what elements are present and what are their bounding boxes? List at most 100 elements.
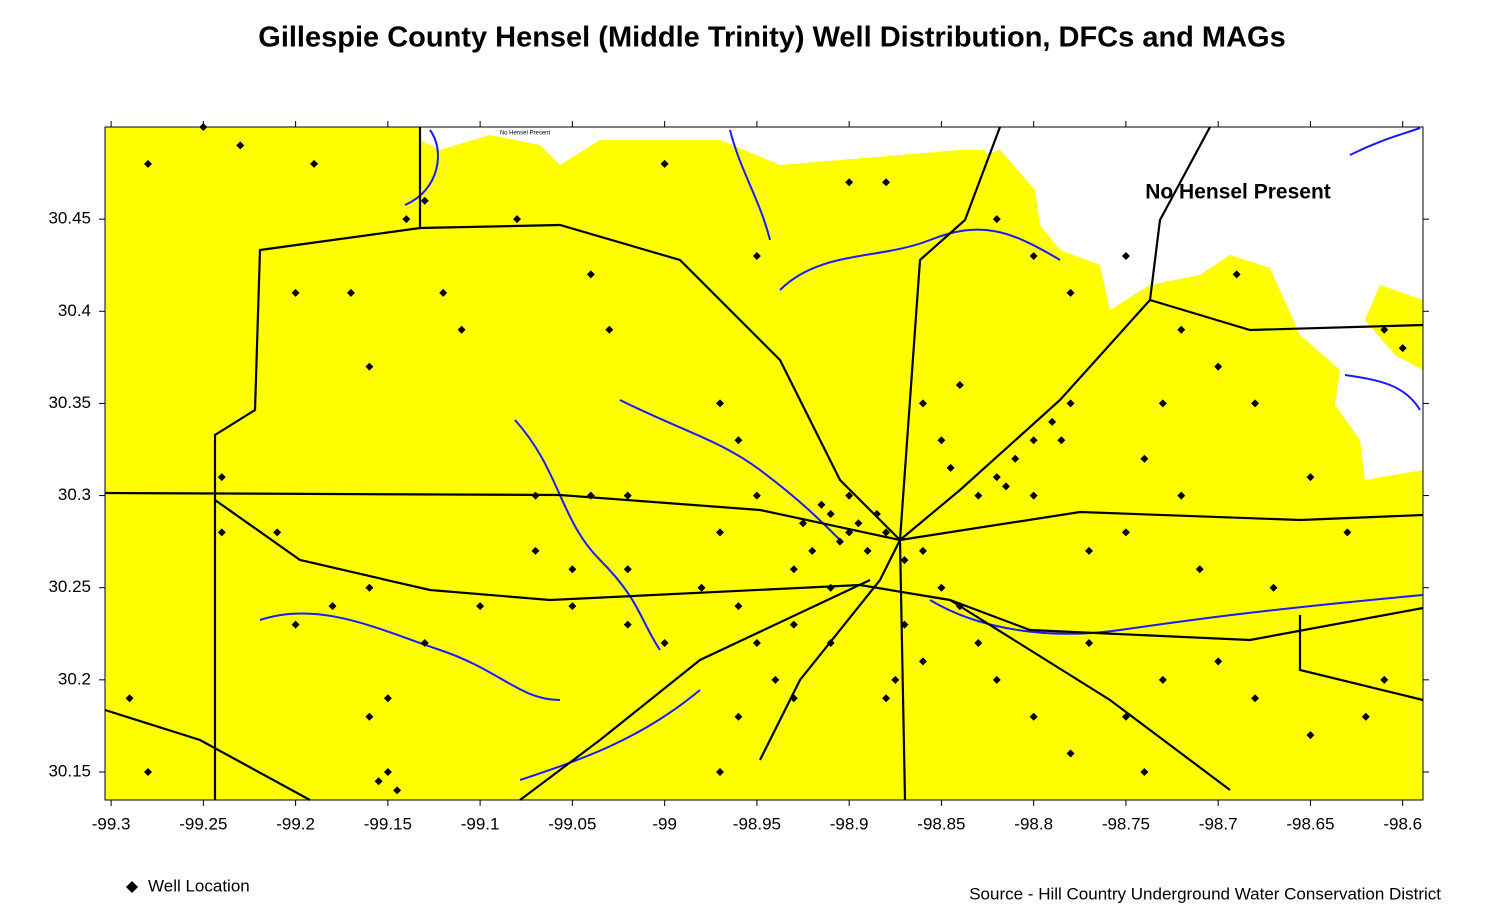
well-point (531, 491, 540, 500)
y-tick-label: 30.4 (58, 301, 91, 320)
well-point (891, 675, 900, 684)
well-point (236, 141, 245, 150)
well-point (900, 556, 909, 565)
well-point (1195, 565, 1204, 574)
well-point (697, 583, 706, 592)
well-point (882, 528, 891, 537)
well-point (402, 215, 411, 224)
well-point (863, 546, 872, 555)
well-point (1232, 270, 1241, 279)
well-point (623, 620, 632, 629)
well-point (365, 362, 374, 371)
y-tick-label: 30.2 (58, 669, 91, 688)
well-point (946, 463, 955, 472)
well-point (1380, 675, 1389, 684)
rivers (259, 127, 1424, 781)
well-point (872, 509, 881, 518)
well-point (715, 767, 724, 776)
x-tick-label: -99.15 (364, 814, 412, 833)
well-point (1140, 767, 1149, 776)
x-tick-label: -98.75 (1102, 814, 1150, 833)
well-point (1251, 694, 1260, 703)
well-point (992, 215, 1001, 224)
well-point (1269, 583, 1278, 592)
well-point (826, 509, 835, 518)
well-point (328, 602, 337, 611)
well-point (1029, 491, 1038, 500)
well-point (125, 694, 134, 703)
well-point (1001, 482, 1010, 491)
well-point (217, 473, 226, 482)
well-point (1398, 344, 1407, 353)
well-point (393, 786, 402, 795)
well-point (1066, 399, 1075, 408)
well-point (1066, 749, 1075, 758)
well-point (918, 546, 927, 555)
x-tick-label: -99.3 (92, 814, 131, 833)
well-point (826, 638, 835, 647)
well-point (1140, 454, 1149, 463)
well-point (808, 546, 817, 555)
well-point (1306, 731, 1315, 740)
x-tick-label: -98.65 (1286, 814, 1334, 833)
well-point (918, 399, 927, 408)
well-point (1306, 473, 1315, 482)
well-point (771, 675, 780, 684)
well-point (1380, 325, 1389, 334)
x-tick-label: -98.85 (917, 814, 965, 833)
legend-marker (126, 881, 138, 893)
well-point (365, 712, 374, 721)
well-point (789, 620, 798, 629)
well-point (1214, 362, 1223, 371)
well-point (789, 565, 798, 574)
well-point (383, 694, 392, 703)
well-point (513, 215, 522, 224)
plot-frame (104, 126, 1424, 801)
well-point (310, 159, 319, 168)
well-point (291, 620, 300, 629)
well-point (845, 178, 854, 187)
well-point (273, 528, 282, 537)
well-point (1029, 436, 1038, 445)
well-point (374, 777, 383, 786)
well-point (974, 638, 983, 647)
x-tick-label: -98.95 (733, 814, 781, 833)
well-point (586, 491, 595, 500)
well-point (992, 675, 1001, 684)
well-point (365, 583, 374, 592)
well-point (817, 500, 826, 509)
well-point (882, 694, 891, 703)
well-point (420, 638, 429, 647)
x-tick-label: -98.6 (1383, 814, 1422, 833)
well-point (974, 491, 983, 500)
well-point (955, 380, 964, 389)
well-point (854, 519, 863, 528)
well-point (789, 694, 798, 703)
well-point (799, 519, 808, 528)
y-tick-label: 30.3 (58, 485, 91, 504)
y-tick-label: 30.35 (48, 393, 91, 412)
well-point (826, 583, 835, 592)
well-point (835, 537, 844, 546)
well-point (1251, 399, 1260, 408)
well-point (420, 196, 429, 205)
source-note: Source - Hill Country Underground Water … (969, 884, 1441, 903)
well-point (1085, 638, 1094, 647)
well-point (660, 638, 669, 647)
x-tick-label: -98.7 (1199, 814, 1238, 833)
well-point (1214, 657, 1223, 666)
well-point (715, 399, 724, 408)
well-point (734, 712, 743, 721)
well-point (1011, 454, 1020, 463)
well-point (1158, 399, 1167, 408)
well-point (955, 602, 964, 611)
wells (125, 123, 1407, 795)
well-point (937, 436, 946, 445)
x-tick-label: -98.8 (1014, 814, 1053, 833)
well-point (752, 251, 761, 260)
well-point (1029, 251, 1038, 260)
x-tick-label: -99.2 (276, 814, 315, 833)
no-hensel-area (985, 127, 1423, 480)
